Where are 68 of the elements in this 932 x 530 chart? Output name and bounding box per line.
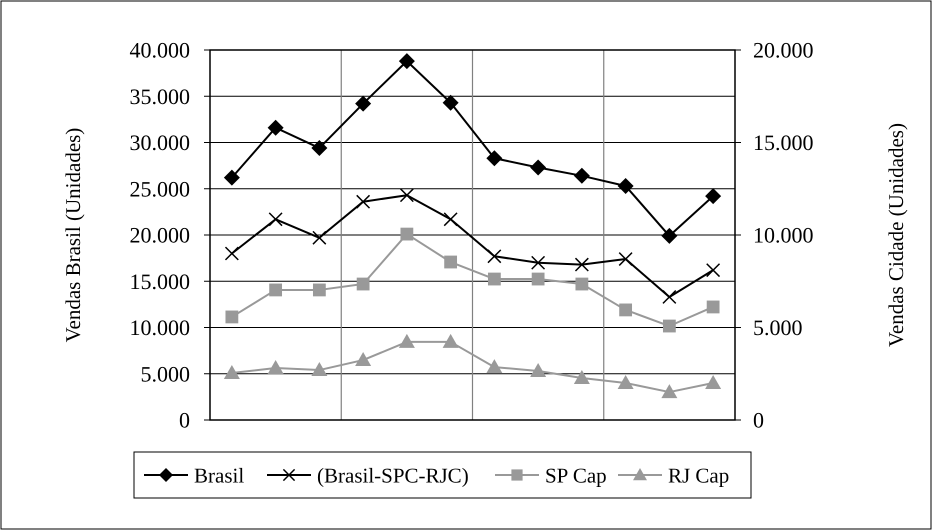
point — [355, 352, 372, 366]
point — [661, 228, 678, 244]
point — [398, 53, 415, 70]
y2-tick-label: 5.000 — [753, 315, 802, 340]
point — [356, 278, 370, 290]
point — [705, 188, 722, 204]
point — [619, 304, 632, 316]
point — [706, 263, 720, 278]
y-tick-label: 15.000 — [130, 268, 190, 294]
point — [269, 284, 282, 296]
point — [574, 168, 590, 184]
point — [224, 246, 240, 261]
point — [400, 228, 414, 240]
y2-axis-title: Vendas Cidade (Unidades) — [884, 123, 908, 347]
point — [706, 300, 720, 314]
point — [312, 284, 326, 296]
point — [355, 96, 372, 112]
point — [356, 194, 370, 209]
y-tick-label: 5.000 — [140, 361, 190, 386]
y-axis-title: Vendas Brasil (Unidades) — [61, 128, 85, 342]
y-tick-label: 40.000 — [130, 38, 190, 63]
legend-label: SP Cap — [545, 463, 607, 488]
y-tick-label: 25.000 — [130, 176, 190, 202]
point — [488, 272, 501, 286]
point — [268, 120, 284, 136]
point — [618, 252, 633, 266]
y-tick-label: 35.000 — [130, 84, 190, 109]
point — [268, 212, 283, 226]
point — [442, 334, 459, 348]
point — [486, 150, 502, 166]
point — [224, 365, 240, 380]
point — [398, 334, 415, 348]
point — [618, 375, 634, 389]
legend-label: RJ Cap — [668, 463, 730, 488]
point — [574, 370, 590, 384]
point — [486, 359, 502, 374]
point — [268, 360, 284, 374]
point — [312, 230, 327, 245]
point — [400, 188, 414, 202]
point — [661, 384, 678, 398]
point — [662, 290, 677, 304]
point — [530, 256, 546, 270]
y-tick-label: 20.000 — [130, 222, 190, 248]
point — [575, 278, 588, 290]
point — [532, 272, 545, 286]
y2-tick-label: 20.000 — [753, 38, 814, 63]
point — [530, 159, 546, 176]
y-tick-label: 0 — [179, 408, 190, 433]
point — [444, 256, 458, 268]
point — [311, 140, 328, 156]
point — [662, 320, 676, 332]
y2-tick-label: 0 — [753, 408, 764, 433]
y-tick-label: 10.000 — [130, 315, 190, 340]
point — [705, 375, 722, 389]
point — [311, 362, 328, 376]
point — [574, 257, 590, 272]
point — [443, 212, 458, 226]
point — [442, 94, 459, 111]
legend-label: Brasil — [194, 463, 244, 488]
y2-tick-label: 15.000 — [753, 130, 814, 156]
point — [225, 310, 238, 324]
point — [618, 178, 634, 194]
point — [224, 170, 240, 186]
y-tick-label: 30.000 — [130, 130, 190, 156]
point — [530, 362, 546, 377]
legend-label: (Brasil-SPC-RJC) — [317, 463, 469, 488]
point — [487, 249, 502, 264]
y2-tick-label: 10.000 — [753, 222, 814, 248]
